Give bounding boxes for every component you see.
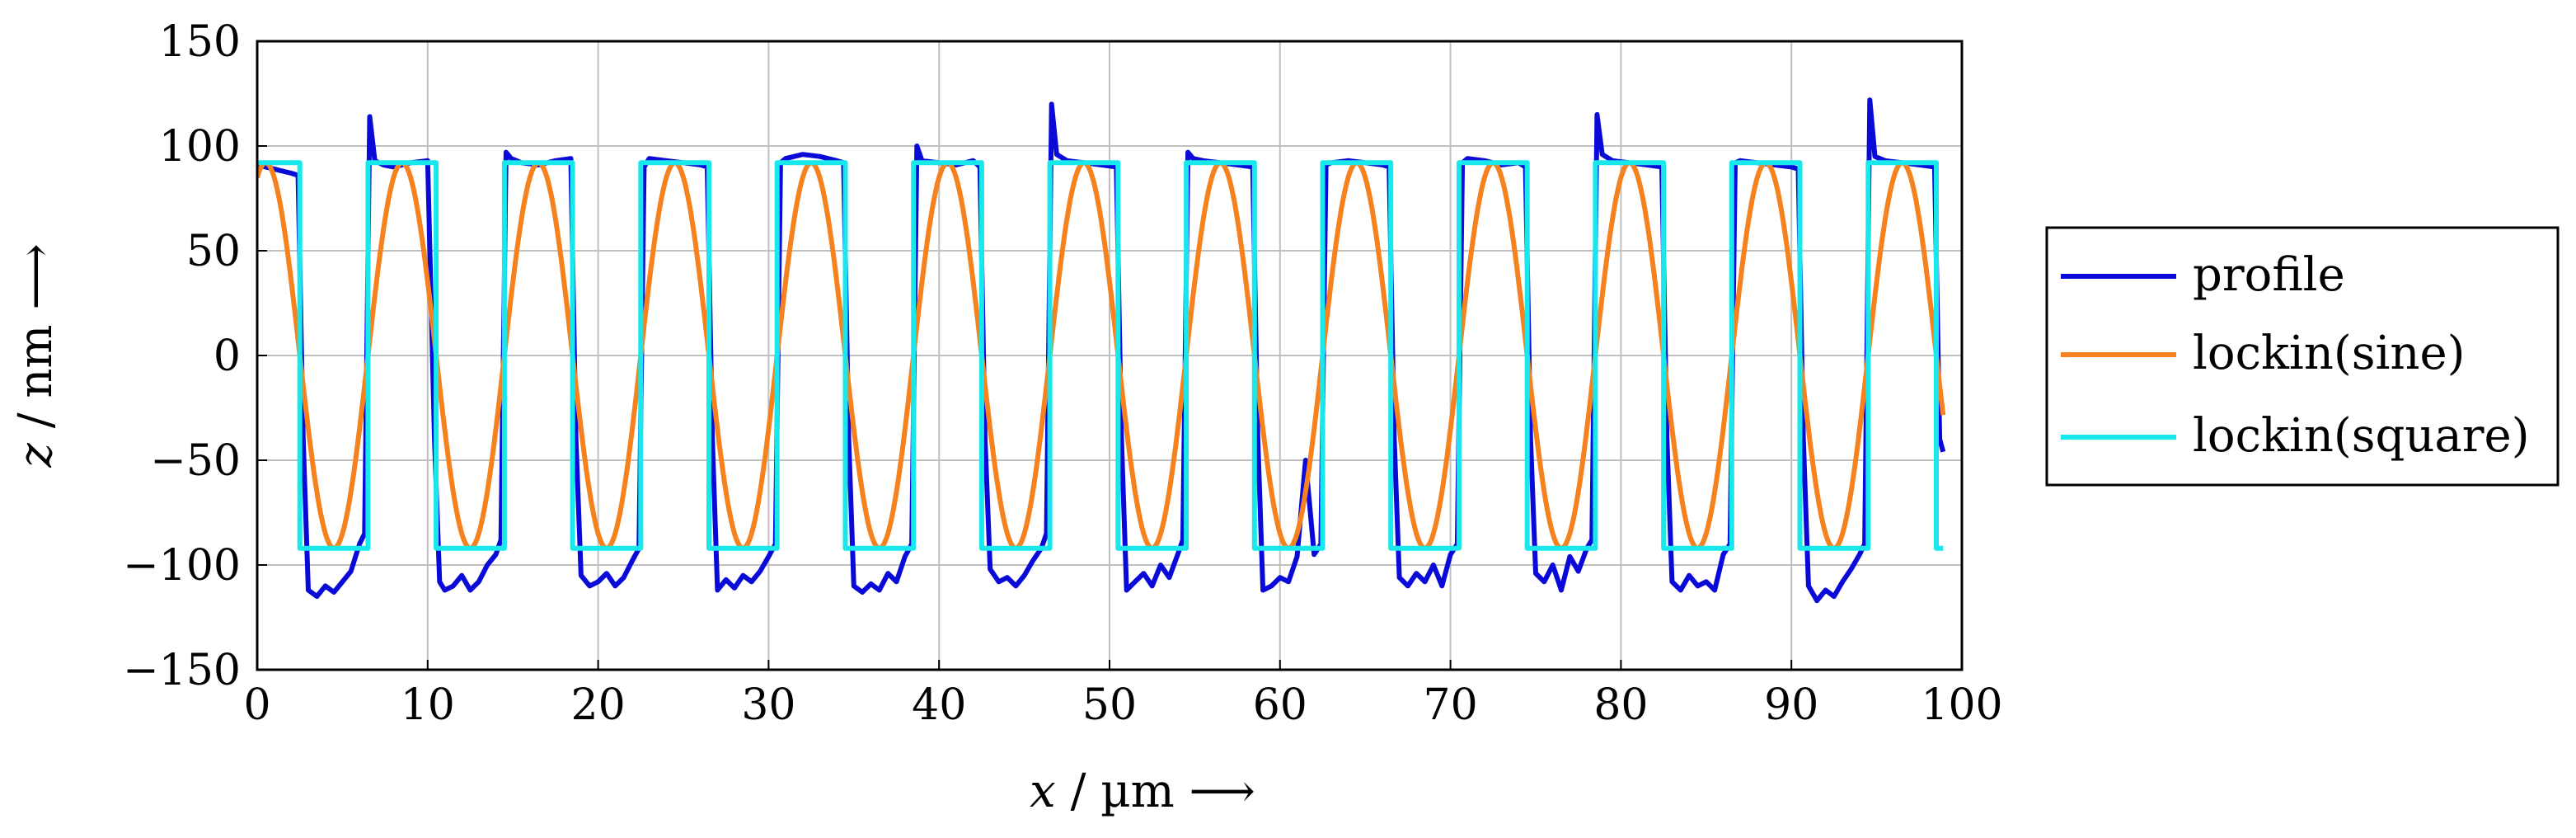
y-axis-unit: nm: [9, 324, 63, 398]
y-tick-label: −100: [123, 541, 241, 591]
x-tick-label: 90: [1764, 680, 1818, 730]
x-tick-label: 0: [243, 680, 270, 730]
ticks: 0 10 20 30 40 50 60 70 80 90 100 −150 −100 −50 0 50 100 1…: [123, 17, 2002, 730]
x-tick-label: 20: [571, 680, 626, 730]
x-tick-label: 100: [1921, 680, 2002, 730]
y-tick-label: 0: [213, 332, 241, 381]
x-tick-label: 60: [1253, 680, 1307, 730]
y-tick-label: −50: [150, 436, 241, 486]
y-tick-label: −150: [123, 646, 241, 695]
y-tick-label: 150: [159, 17, 241, 67]
x-tick-label: 80: [1593, 680, 1648, 730]
y-tick-label: 100: [159, 122, 241, 172]
legend-label-lockin-sine: lockin(sine): [2193, 327, 2465, 380]
series-line-lockin-square: [257, 160, 1944, 551]
y-axis-var: z: [9, 443, 63, 468]
series-line-profile: [257, 97, 1946, 604]
legend-label-profile: profile: [2193, 248, 2345, 302]
x-tick-label: 70: [1424, 680, 1478, 730]
legend: profile lockin(sine) lockin(square): [2045, 226, 2560, 487]
y-axis-title: z / nm ⟶: [9, 243, 63, 468]
legend-label-lockin-square: lockin(square): [2193, 409, 2530, 463]
x-tick-label: 40: [912, 680, 966, 730]
x-axis-title: x / µm ⟶: [1030, 765, 1255, 818]
x-tick-label: 30: [741, 680, 795, 730]
x-tick-label: 50: [1082, 680, 1137, 730]
x-axis-var: x: [1030, 765, 1056, 818]
y-tick-label: 50: [186, 227, 241, 276]
series-layer: [257, 97, 1946, 604]
x-axis-unit: µm: [1100, 765, 1175, 818]
x-tick-label: 10: [401, 680, 455, 730]
grid: [256, 40, 1963, 671]
